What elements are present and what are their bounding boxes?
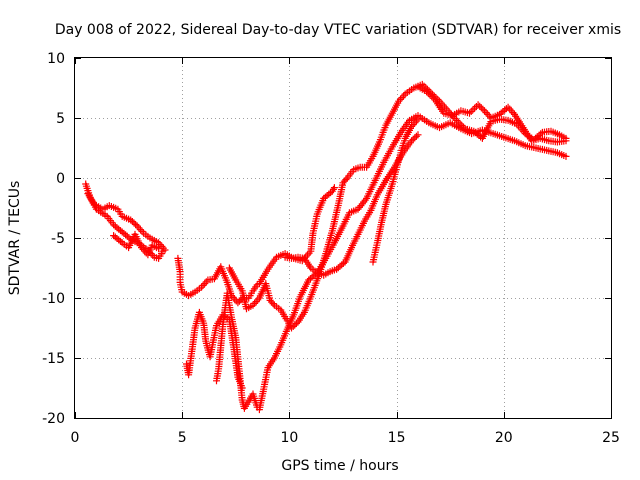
data-point-marker [132, 221, 140, 228]
data-point-marker [199, 281, 207, 289]
data-point-marker [479, 105, 487, 113]
x-tick-label: 25 [602, 430, 620, 446]
data-point-marker [454, 118, 462, 126]
data-point-marker [136, 226, 144, 234]
data-point-marker [128, 218, 136, 225]
data-point-marker [476, 102, 484, 110]
x-tick-label: 10 [280, 430, 298, 446]
data-point-marker [458, 121, 466, 129]
y-tick-labels: -20 -15 -10 -5 0 5 10 [42, 51, 65, 427]
data-point-marker [424, 89, 432, 97]
data-point-marker [127, 216, 135, 224]
data-point-marker [138, 227, 146, 235]
data-point-marker [161, 246, 169, 254]
data-point-marker [289, 323, 297, 330]
data-point-marker [130, 219, 138, 227]
data-point-marker [411, 134, 419, 142]
axis-ticks [75, 58, 612, 419]
x-axis-label: GPS time / hours [281, 458, 398, 474]
y-tick-label: -15 [42, 351, 65, 367]
data-point-marker [409, 135, 417, 143]
data-point-marker [466, 109, 473, 117]
data-point-marker [506, 105, 514, 113]
data-point-marker [155, 245, 163, 253]
data-point-marker [428, 93, 436, 101]
data-point-marker [423, 88, 431, 96]
data-point-marker [269, 300, 277, 308]
data-point-marker [400, 92, 408, 100]
data-point-marker [201, 280, 209, 288]
data-point-marker [562, 137, 570, 145]
series-track-C [110, 230, 163, 259]
data-point-marker [414, 115, 422, 123]
data-marks [82, 80, 570, 414]
data-point-marker [288, 324, 295, 332]
data-point-marker [408, 137, 416, 145]
series-track-F [213, 112, 570, 414]
data-point-marker [398, 94, 406, 102]
data-point-marker [414, 131, 422, 139]
chart-title: Day 008 of 2022, Sidereal Day-to-day VTE… [55, 22, 621, 38]
data-point-marker [412, 132, 420, 140]
series-track-B [84, 190, 169, 254]
x-tick-label: 20 [495, 430, 513, 446]
x-tick-label: 5 [178, 430, 187, 446]
x-tick-labels: 0 5 10 15 20 25 [71, 430, 620, 446]
data-point-marker [562, 152, 570, 160]
data-point-marker [460, 123, 467, 131]
data-point-marker [456, 120, 464, 128]
y-tick-label: -10 [42, 291, 65, 307]
y-tick-label: -20 [42, 411, 65, 427]
y-tick-label: -5 [51, 231, 65, 247]
series-track-K [414, 83, 570, 146]
data-point-marker [430, 94, 437, 102]
series-track-J [369, 115, 422, 266]
data-point-marker [482, 109, 490, 117]
data-point-marker [252, 298, 260, 306]
plot-frame [74, 57, 612, 419]
data-point-marker [330, 184, 338, 192]
data-point-marker [291, 321, 299, 329]
data-point-marker [474, 101, 482, 109]
y-tick-label: 10 [47, 51, 65, 67]
data-point-marker [135, 224, 143, 232]
x-tick-label: 15 [388, 430, 406, 446]
y-axis-label: SDTVAR / TECUs [7, 181, 23, 296]
data-point-marker [117, 237, 124, 245]
grid-lines [75, 58, 611, 418]
data-point-marker [453, 116, 461, 124]
data-point-marker [342, 176, 350, 184]
data-point-marker [469, 106, 477, 114]
data-point-marker [467, 108, 475, 115]
y-tick-label: 0 [56, 171, 65, 187]
x-tick-label: 0 [71, 430, 80, 446]
y-tick-label: 5 [56, 111, 65, 127]
data-point-marker [477, 104, 485, 112]
series-track-D [174, 254, 261, 307]
